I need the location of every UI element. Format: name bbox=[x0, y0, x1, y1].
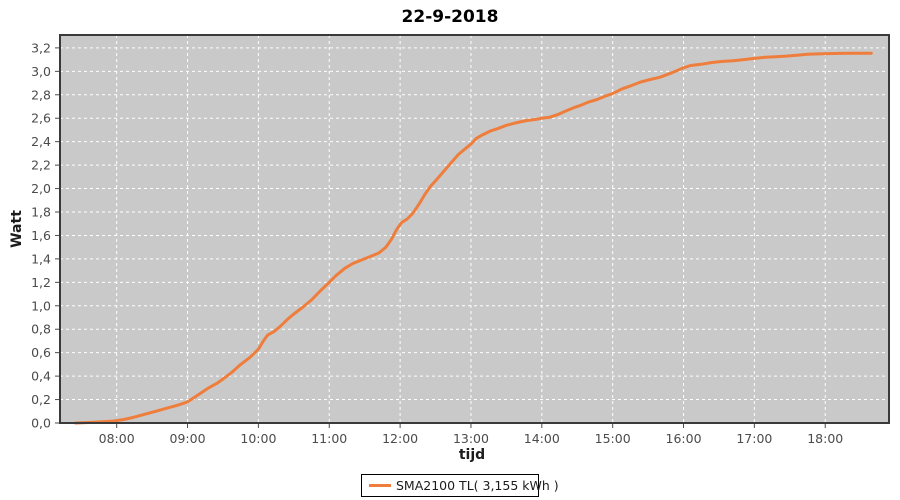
chart-title: 22-9-2018 bbox=[402, 7, 499, 27]
x-tick-label: 08:00 bbox=[99, 431, 135, 446]
plot-background bbox=[60, 35, 889, 423]
legend-label: SMA2100 TL( 3,155 kWh ) bbox=[396, 478, 559, 493]
x-tick-label: 16:00 bbox=[666, 431, 702, 446]
legend-box bbox=[361, 474, 539, 497]
x-tick-label: 11:00 bbox=[311, 431, 347, 446]
x-tick-label: 14:00 bbox=[524, 431, 560, 446]
y-tick-label: 2,8 bbox=[31, 87, 51, 102]
y-tick-label: 2,6 bbox=[31, 111, 51, 126]
y-tick-label: 1,4 bbox=[31, 251, 51, 266]
y-tick-label: 2,2 bbox=[31, 158, 51, 173]
plot-border bbox=[59, 34, 890, 424]
y-tick-label: 0,4 bbox=[31, 369, 51, 384]
x-tick-label: 15:00 bbox=[595, 431, 631, 446]
x-tick-label: 10:00 bbox=[240, 431, 276, 446]
y-tick-label: 1,2 bbox=[31, 275, 51, 290]
y-tick-label: 1,6 bbox=[31, 228, 51, 243]
legend: SMA2100 TL( 3,155 kWh ) bbox=[361, 474, 559, 497]
x-tick-label: 17:00 bbox=[736, 431, 772, 446]
series-line bbox=[74, 51, 873, 425]
x-axis-title: tijd bbox=[459, 447, 485, 463]
y-tick-label: 0,0 bbox=[31, 416, 51, 431]
x-tick-label: 12:00 bbox=[382, 431, 418, 446]
y-tick-label: 1,8 bbox=[31, 205, 51, 220]
y-tick-label: 2,0 bbox=[31, 181, 51, 196]
x-tick-label: 09:00 bbox=[170, 431, 206, 446]
y-tick-label: 0,6 bbox=[31, 345, 51, 360]
y-tick-label: 1,0 bbox=[31, 298, 51, 313]
y-tick-label: 2,4 bbox=[31, 134, 51, 149]
y-tick-label: 3,2 bbox=[31, 40, 51, 55]
plot-area: 0,0 0,2 0,4 0,6 0,8 1,0 1,2 1,4 1,6 1,8 2,0 2,2 2,4 2… bbox=[31, 34, 890, 446]
x-tick-label: 18:00 bbox=[807, 431, 843, 446]
x-tick-label: 13:00 bbox=[453, 431, 489, 446]
y-tick-label: 0,2 bbox=[31, 392, 51, 407]
y-axis-title: Watt bbox=[9, 210, 25, 248]
y-tick-label: 0,8 bbox=[31, 322, 51, 337]
y-tick-label: 3,0 bbox=[31, 64, 51, 79]
